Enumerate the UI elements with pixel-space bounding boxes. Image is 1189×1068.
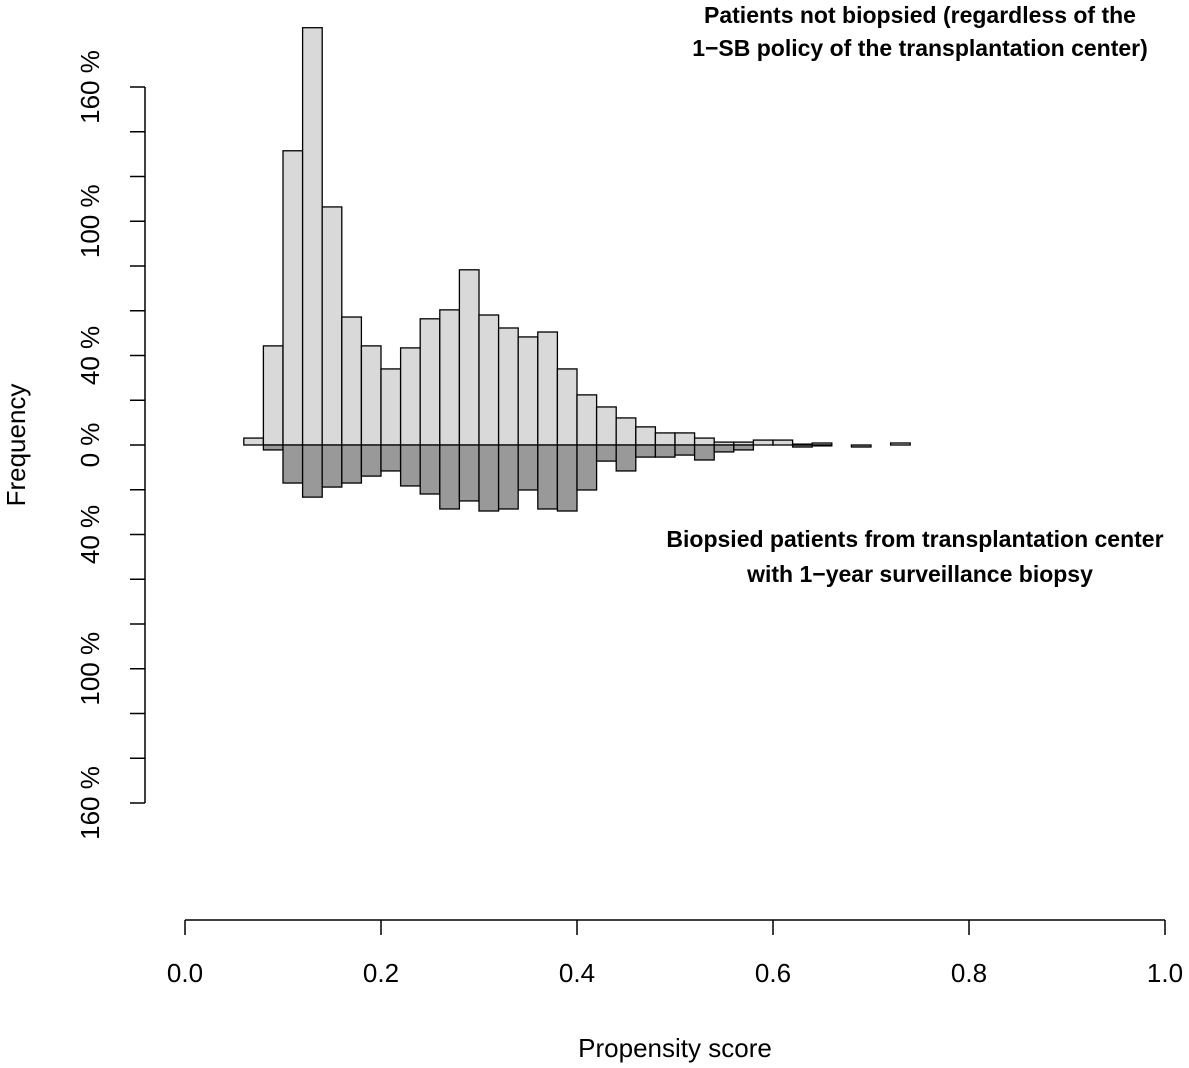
histogram-bar [654, 432, 676, 446]
x-axis-label: Propensity score [578, 1033, 772, 1063]
histogram-bar [419, 318, 441, 446]
histogram-bar [341, 444, 363, 484]
histogram-bar [654, 444, 676, 458]
histogram-bar [360, 444, 382, 477]
y-tick-label: 160 % [75, 766, 105, 840]
x-tick-label: 0.2 [363, 958, 399, 988]
histogram-bar [262, 345, 284, 446]
y-tick-label: 40 % [75, 326, 105, 385]
histogram-bar [674, 432, 696, 446]
histogram-bar [282, 150, 304, 446]
histogram-bar [439, 309, 461, 446]
histogram-bar [497, 444, 519, 510]
histogram-bar [301, 444, 323, 498]
histogram-bar [595, 406, 617, 446]
histogram-bar [595, 444, 617, 462]
histogram-bar [752, 439, 774, 446]
histogram-bar [419, 444, 441, 495]
histogram-bar [576, 444, 598, 491]
histogram-bar [791, 444, 813, 448]
histogram-bar [556, 368, 578, 446]
histogram-bar [713, 444, 735, 453]
histogram-bar [301, 27, 323, 446]
histogram-bar [537, 444, 559, 510]
histogram-bar [478, 314, 500, 446]
histogram-bar [635, 426, 657, 446]
histogram-bar [341, 316, 363, 446]
histogram-bar [360, 345, 382, 446]
histogram-bar [850, 444, 872, 448]
histogram-bar [615, 444, 637, 472]
histogram-bar [243, 437, 265, 446]
histogram-bar [321, 206, 343, 446]
x-tick-label: 0.0 [167, 958, 203, 988]
histogram-bar [497, 327, 519, 446]
y-tick-label: 100 % [75, 184, 105, 258]
histogram-bar [537, 331, 559, 446]
histogram-bar [615, 417, 637, 446]
histogram-bar [693, 437, 715, 446]
histogram-bar [772, 439, 794, 446]
y-tick-label: 0 % [75, 423, 105, 468]
histogram-bar [262, 444, 284, 451]
x-tick-label: 1.0 [1147, 958, 1183, 988]
annotation: with 1−year surveillance biopsy [746, 561, 1093, 587]
histogram-bar [693, 444, 715, 461]
histogram-bar [889, 442, 911, 446]
histogram-bar [458, 444, 480, 502]
histogram-bar [282, 444, 304, 484]
histogram-bar [399, 347, 421, 446]
annotation: Patients not biopsied (regardless of the [704, 2, 1136, 28]
x-tick-label: 0.8 [951, 958, 987, 988]
histogram-bar [478, 444, 500, 512]
histogram-bar [517, 444, 539, 491]
histogram-bar [635, 444, 657, 458]
histogram-bar [811, 444, 833, 447]
histogram-bar [576, 394, 598, 446]
histogram-bar [674, 444, 696, 456]
y-tick-label: 40 % [75, 505, 105, 564]
histogram-bar [733, 444, 755, 451]
histogram-bar [458, 269, 480, 446]
histogram-bar [399, 444, 421, 487]
y-tick-label: 160 % [75, 50, 105, 124]
annotation: 1−SB policy of the transplantation cente… [692, 35, 1148, 61]
histogram-bar [517, 336, 539, 446]
annotation: Biopsied patients from transplantation c… [666, 526, 1163, 552]
x-tick-label: 0.6 [755, 958, 791, 988]
histogram-bar [556, 444, 578, 512]
x-tick-label: 0.4 [559, 958, 595, 988]
histogram-bar [439, 444, 461, 510]
histogram-bar [321, 444, 343, 488]
y-tick-label: 100 % [75, 632, 105, 706]
histogram-bar [380, 368, 402, 446]
histogram-bar [380, 444, 402, 472]
y-axis-label: Frequency [1, 384, 31, 507]
